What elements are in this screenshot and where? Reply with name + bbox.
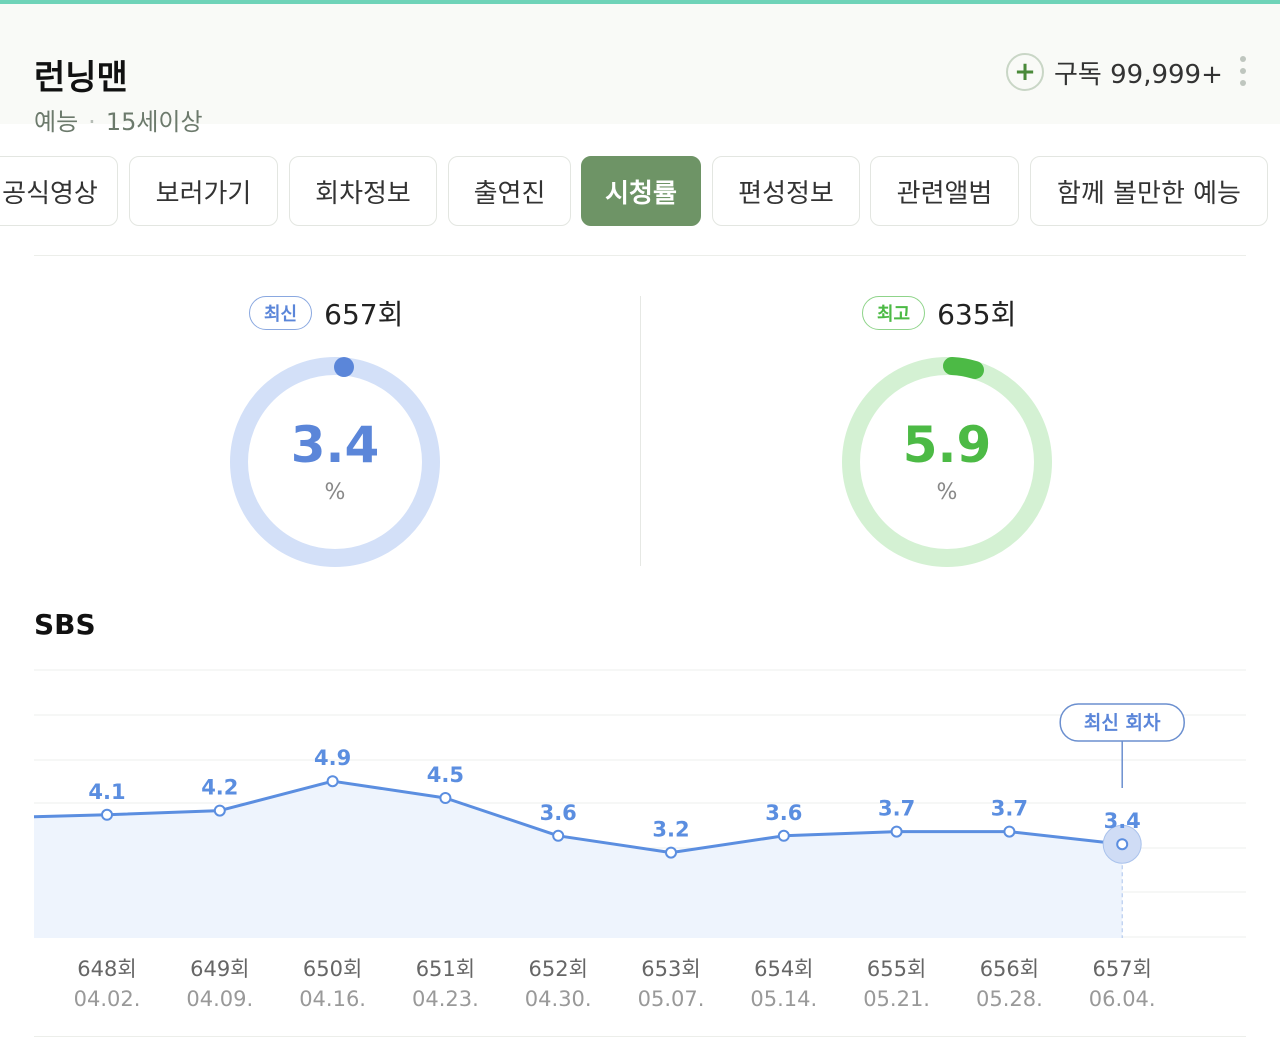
x-tick-episode: 652회: [528, 957, 587, 981]
plus-icon: +: [1006, 53, 1044, 91]
latest-stat-header: 최신 657회: [249, 295, 403, 331]
best-gauge-ring: [842, 357, 1052, 567]
tab-ratings[interactable]: 시청률: [581, 156, 701, 226]
x-tick-episode: 657회: [1092, 957, 1151, 981]
stat-divider: [640, 296, 641, 566]
data-point: [439, 792, 452, 804]
data-label: 3.6: [765, 801, 802, 825]
data-label: 4.1: [88, 780, 125, 804]
latest-badge: 최신: [249, 296, 313, 330]
data-point: [665, 846, 677, 859]
best-rating-gauge: 5.9 %: [841, 356, 1053, 568]
latest-rating-gauge: 3.4 %: [229, 356, 441, 568]
data-label: 4.2: [201, 776, 238, 800]
tab-cast[interactable]: 출연진: [448, 156, 571, 226]
x-tick-date: 05.21.: [863, 987, 930, 1011]
program-title: 런닝맨: [34, 58, 128, 98]
tab-episode-info[interactable]: 회차정보: [289, 156, 437, 226]
callout-box: [1059, 703, 1185, 742]
x-tick-date: 04.30.: [525, 987, 592, 1011]
x-tick-date: 05.28.: [976, 987, 1043, 1011]
tab-watch[interactable]: 보러가기: [129, 156, 278, 226]
program-header: 런닝맨 예능 · 15세이상 + 구독 99,999+: [0, 4, 1280, 136]
x-tick-episode: 653회: [641, 957, 700, 981]
data-point: [1003, 825, 1016, 838]
x-tick-episode: 655회: [867, 957, 926, 981]
x-tick-episode: 650회: [303, 957, 362, 981]
best-badge: 최고: [862, 296, 926, 330]
best-rating-unit: %: [936, 480, 958, 505]
latest-gauge-ring: [230, 357, 440, 567]
data-label: 3.7: [878, 797, 915, 821]
x-tick-date: 04.09.: [186, 987, 253, 1011]
x-tick-episode: 648회: [77, 957, 136, 981]
x-tick-date: 04.16.: [299, 987, 366, 1011]
subscribe-label: 구독 99,999+: [1054, 59, 1223, 90]
data-label: 3.4: [1104, 809, 1141, 833]
tab-schedule[interactable]: 편성정보: [712, 156, 860, 226]
tab-recommended-shows[interactable]: 함께 볼만한 예능: [1030, 156, 1268, 226]
latest-rating-value: 3.4: [290, 416, 380, 474]
data-label: 4.9: [314, 746, 351, 770]
tab-bar: 공식영상 보러가기 회차정보 출연진 시청률 편성정보 관련앨범 함께 볼만한 …: [0, 156, 1280, 226]
subscribe-button[interactable]: + 구독 99,999+: [1006, 53, 1223, 91]
data-label: 3.2: [652, 818, 689, 842]
latest-rating-unit: %: [324, 480, 346, 505]
more-vertical-icon[interactable]: [1236, 56, 1250, 86]
data-label: 4.5: [427, 763, 464, 787]
x-tick-episode: 651회: [416, 957, 475, 981]
data-point: [890, 825, 903, 838]
data-point: [777, 829, 790, 842]
data-label: 3.6: [540, 801, 577, 825]
data-label: 3.7: [991, 797, 1028, 821]
latest-episode: 657회: [324, 298, 404, 331]
x-tick-date: 05.07.: [638, 987, 705, 1011]
bottom-divider: [34, 1036, 1246, 1037]
data-point: [213, 804, 226, 817]
broadcaster-label: SBS: [34, 608, 96, 641]
best-stat-header: 최고 635회: [862, 295, 1016, 331]
data-point: [1116, 838, 1129, 851]
x-tick-date: 05.14.: [750, 987, 817, 1011]
chart-area: [34, 781, 1123, 938]
program-genre[interactable]: 예능: [34, 108, 79, 136]
ratings-line-chart: 4.1 648회 04.02. 4.2 649회 04.09. 4.9 650회 04.16. 4…: [33, 669, 1246, 1011]
x-tick-episode: 649회: [190, 957, 249, 981]
tab-related-albums[interactable]: 관련앨범: [870, 156, 1019, 226]
meta-separator: ·: [88, 108, 96, 136]
data-point: [101, 808, 113, 821]
x-tick-episode: 656회: [980, 957, 1039, 981]
tab-official-video[interactable]: 공식영상: [0, 156, 118, 226]
best-episode: 635회: [937, 298, 1017, 331]
top-accent-line: [0, 0, 1280, 4]
best-rating-value: 5.9: [902, 416, 992, 474]
callout-label: 최신 회차: [1084, 712, 1161, 734]
data-point: [552, 829, 565, 842]
program-meta: 예능 · 15세이상: [34, 102, 203, 137]
x-tick-episode: 654회: [754, 957, 813, 981]
program-age-rating: 15세이상: [105, 108, 203, 136]
x-tick-date: 04.02.: [74, 987, 141, 1011]
data-point: [326, 775, 339, 788]
x-tick-date: 04.23.: [412, 987, 479, 1011]
section-divider: [34, 255, 1246, 256]
x-tick-date: 06.04.: [1089, 987, 1156, 1011]
